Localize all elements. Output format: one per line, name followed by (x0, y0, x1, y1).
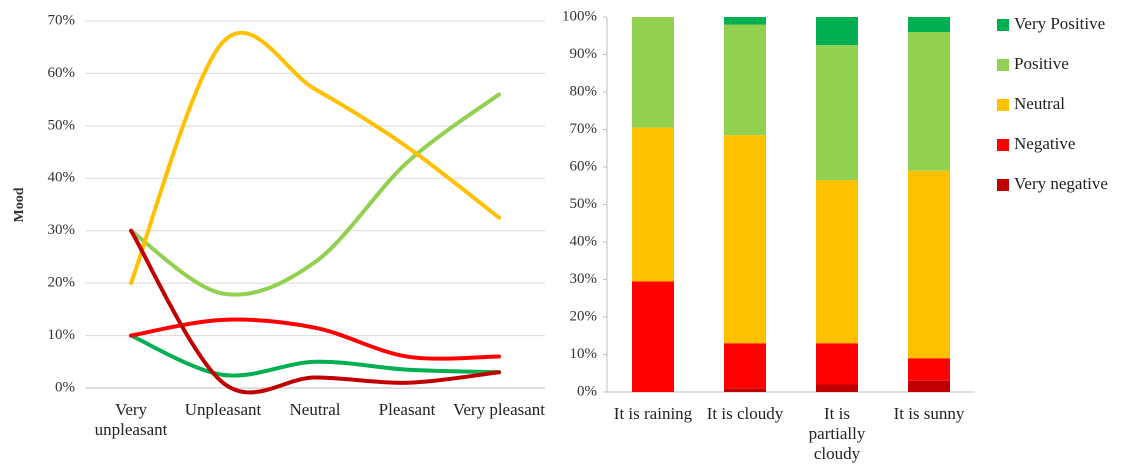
y-tick-label: 10% (570, 346, 598, 362)
line (129, 228, 501, 395)
y-tick-label: 10% (48, 327, 76, 343)
legend-label: Very Positive (1014, 14, 1105, 33)
x-tick-label: Very pleasant (452, 400, 546, 419)
y-tick-label: 40% (570, 233, 598, 249)
x-tick-label: Unpleasant (184, 400, 262, 419)
y-tick-label: 60% (48, 65, 76, 81)
bar-segment (816, 17, 858, 46)
bar-segment (816, 343, 858, 385)
x-tick-label: It is cloudy (706, 404, 784, 423)
line (129, 317, 501, 361)
y-tick-label: 50% (48, 117, 76, 133)
y-axis-label: Mood (12, 187, 27, 222)
bar-segment (908, 380, 950, 392)
x-tick-label: It is raining (613, 404, 693, 423)
bar-segment (724, 17, 766, 25)
x-tick-label: Very unpleasant (94, 400, 168, 439)
x-tick-label: Neutral (289, 400, 341, 419)
y-tick-label: 20% (570, 308, 598, 324)
y-tick-label: 70% (570, 121, 598, 137)
y-tick-label: 100% (562, 8, 597, 24)
line (129, 92, 501, 297)
line (129, 333, 501, 378)
x-tick-label: Pleasant (378, 400, 436, 419)
x-tick-label: It is partially cloudy (808, 404, 866, 463)
bar-segment (724, 343, 766, 389)
bar-segment (908, 358, 950, 381)
bar-segment (816, 180, 858, 344)
bar-segment (816, 45, 858, 181)
bar-segment (724, 24, 766, 136)
y-tick-label: 0% (577, 383, 597, 399)
y-tick-label: 50% (570, 196, 598, 212)
legend-label: Very negative (1014, 174, 1108, 193)
y-tick-label: 30% (48, 222, 76, 238)
line (129, 30, 501, 286)
bar-segment (724, 388, 766, 392)
y-tick-label: 30% (570, 271, 598, 287)
bar-segment (632, 127, 674, 282)
bar-segment (632, 17, 674, 128)
bar-segment (908, 17, 950, 32)
bar-segment (724, 135, 766, 344)
x-tick-label: It is sunny (893, 404, 965, 423)
legend-swatch (997, 139, 1009, 151)
y-tick-label: 60% (570, 158, 598, 174)
legend-swatch (997, 179, 1009, 191)
bar-segment (908, 170, 950, 359)
bar-segment (816, 384, 858, 392)
legend-swatch (997, 19, 1009, 31)
legend-label: Negative (1014, 134, 1075, 153)
legend-swatch (997, 99, 1009, 111)
bar-segment (632, 281, 674, 392)
legend-label: Positive (1014, 54, 1069, 73)
y-tick-label: 70% (48, 12, 76, 28)
legend-label: Neutral (1014, 94, 1065, 113)
y-tick-label: 80% (570, 83, 598, 99)
y-tick-label: 20% (48, 275, 76, 291)
legend-swatch (997, 59, 1009, 71)
bar-segment (908, 32, 950, 171)
y-tick-label: 40% (48, 170, 76, 186)
y-tick-label: 90% (570, 46, 598, 62)
y-tick-label: 0% (55, 379, 75, 395)
